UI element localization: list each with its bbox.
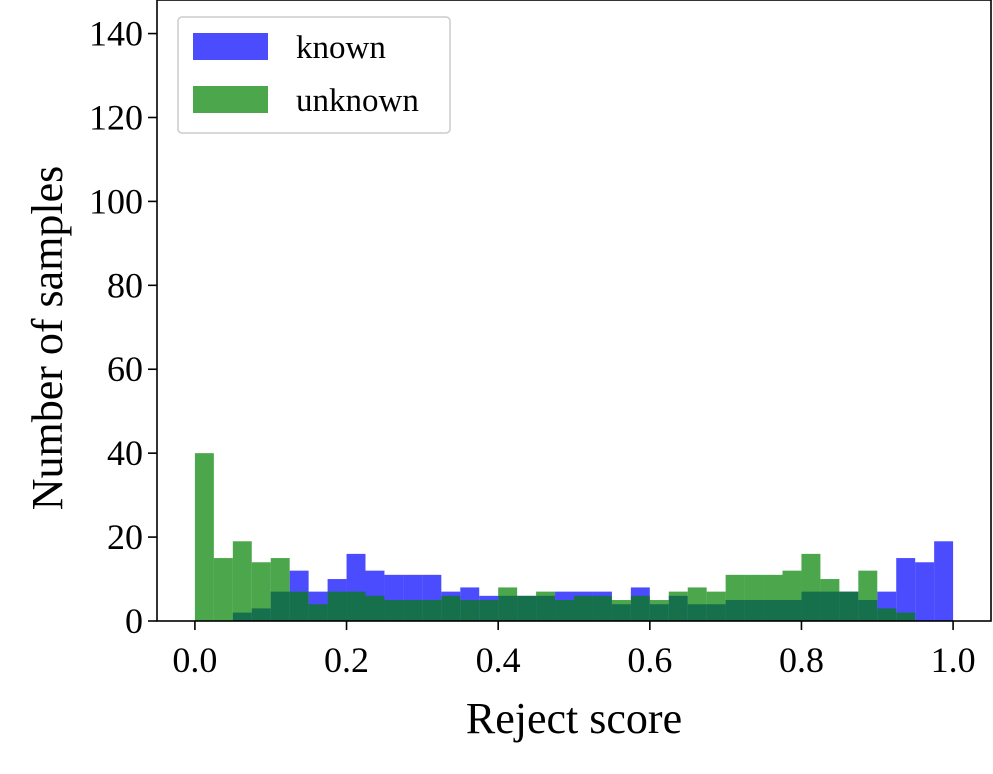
x-tick-label: 0.8: [779, 640, 824, 680]
y-tick-label: 80: [107, 265, 143, 305]
known-bin-bar: [934, 541, 954, 621]
unknown-bin-bar: [611, 600, 631, 621]
unknown-bin-bar: [649, 600, 669, 621]
y-tick-label: 100: [89, 181, 143, 221]
unknown-bin-bar: [251, 562, 271, 621]
unknown-bin-bar: [725, 574, 745, 621]
unknown-bin-bar: [744, 574, 764, 621]
unknown-bin-bar: [706, 591, 726, 621]
x-axis-label: Reject score: [466, 694, 682, 743]
legend-label-known: known: [296, 30, 386, 66]
unknown-bin-bar: [422, 600, 442, 621]
x-tick-label: 0.4: [476, 640, 521, 680]
unknown-bin-bar: [820, 579, 840, 621]
unknown-bin-bar: [327, 591, 347, 621]
x-tick-label: 0.0: [172, 640, 217, 680]
unknown-bin-bar: [232, 541, 252, 621]
x-tick-label: 0.2: [324, 640, 369, 680]
plot-frame: [156, 0, 992, 622]
unknown-bin-bar: [479, 600, 499, 621]
known-bin-bar: [915, 562, 935, 621]
unknown-bin-bar: [517, 595, 537, 621]
unknown-bin-bar: [308, 604, 328, 621]
y-tick-label: 140: [89, 14, 143, 54]
unknown-bin-bar: [574, 595, 593, 621]
y-tick-label: 40: [107, 433, 143, 473]
unknown-bin-bar: [460, 600, 480, 621]
unknown-bin-bar: [630, 595, 650, 621]
unknown-bin-bar: [289, 591, 309, 621]
legend-swatch-known: [193, 33, 268, 60]
unknown-bin-bar: [763, 574, 783, 621]
unknown-bin-bar: [592, 595, 612, 621]
y-tick-label: 20: [107, 517, 143, 557]
legend-swatch-unknown: [193, 86, 268, 113]
unknown-bin-bar: [498, 587, 518, 621]
x-tick-label: 1.0: [931, 640, 976, 680]
unknown-bin-bar: [668, 591, 688, 621]
unknown-bin-bar: [365, 595, 385, 621]
unknown-series-bars: [194, 453, 916, 621]
unknown-bin-bar: [270, 558, 290, 621]
y-axis-ticks: 0 20 40 60 80 100 120 140: [89, 14, 157, 641]
unknown-bin-bar: [403, 600, 423, 621]
unknown-bin-bar: [346, 591, 366, 621]
unknown-bin-bar: [801, 553, 821, 621]
unknown-bin-bar: [536, 591, 556, 621]
unknown-bin-bar: [441, 595, 461, 621]
unknown-bin-bar: [687, 587, 707, 621]
y-axis-label: Number of samples: [23, 166, 72, 511]
unknown-bin-bar: [839, 591, 859, 621]
unknown-bin-bar: [896, 612, 916, 621]
legend: known unknown: [177, 16, 451, 134]
known-bin-bar: [896, 558, 916, 621]
unknown-bin-bar: [555, 600, 574, 621]
unknown-bin-bar: [384, 600, 404, 621]
unknown-bin-bar: [858, 570, 878, 621]
x-axis-ticks: 0.0 0.2 0.4 0.6 0.8 1.0: [172, 621, 976, 680]
unknown-bin-bar: [213, 558, 233, 621]
unknown-bin-bar: [782, 570, 802, 621]
x-tick-label: 0.6: [627, 640, 672, 680]
y-tick-label: 0: [125, 601, 143, 641]
y-tick-label: 120: [89, 97, 143, 137]
legend-label-unknown: unknown: [296, 83, 419, 119]
y-tick-label: 60: [107, 349, 143, 389]
unknown-bin-bar: [194, 453, 214, 621]
unknown-bin-bar: [877, 608, 897, 621]
